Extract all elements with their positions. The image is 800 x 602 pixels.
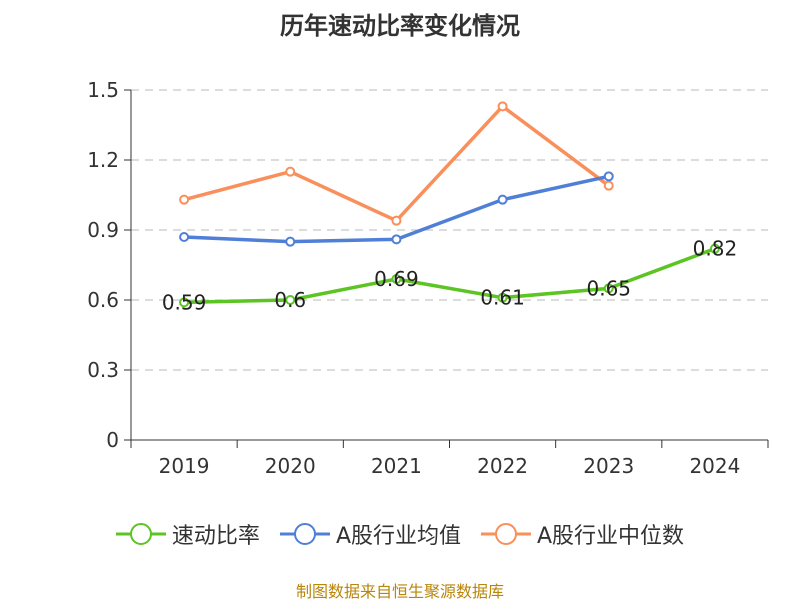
x-tick-label: 2023 — [583, 454, 634, 478]
x-tick-label: 2024 — [689, 454, 740, 478]
legend-item-industry-mean[interactable]: A股行业均值 — [279, 518, 461, 550]
legend-label: A股行业均值 — [335, 524, 461, 549]
x-tick-label: 2022 — [477, 454, 528, 478]
data-point[interactable] — [497, 194, 508, 205]
data-label: 0.65 — [586, 276, 631, 300]
chart-title: 历年速动比率变化情况 — [280, 12, 520, 40]
y-tick-label: 0.3 — [87, 358, 119, 382]
legend-line-blue-icon — [279, 523, 330, 545]
data-label: 0.59 — [162, 290, 207, 314]
data-point[interactable] — [603, 283, 614, 294]
data-point[interactable] — [179, 297, 190, 308]
legend: 速动比率 A股行业均值 A股行业中位数 — [0, 518, 800, 550]
legend-line-green-icon — [115, 523, 166, 545]
data-point[interactable] — [709, 243, 720, 254]
legend-item-quick-ratio[interactable]: 速动比率 — [115, 518, 260, 550]
data-point[interactable] — [497, 101, 508, 112]
x-tick-label: 2019 — [159, 454, 210, 478]
axes: 0 0.3 0.6 0.9 1.2 1.5 2019 2020 2021 2022 2023 2024 — [87, 78, 769, 478]
data-point[interactable] — [179, 194, 190, 205]
data-point[interactable] — [179, 232, 190, 242]
data-label: 0.6 — [274, 288, 306, 312]
y-tick-label: 1.2 — [87, 148, 119, 172]
data-point[interactable] — [285, 236, 296, 247]
data-label: 0.69 — [374, 267, 419, 291]
data-point[interactable] — [391, 215, 402, 226]
grid-lines — [131, 89, 768, 371]
y-tick-label: 0.9 — [87, 218, 119, 242]
x-tick-label: 2020 — [265, 454, 316, 478]
y-tick-label: 0.6 — [87, 288, 119, 312]
data-point[interactable] — [285, 295, 296, 305]
legend-line-orange-icon — [481, 523, 531, 545]
legend-item-industry-median[interactable]: A股行业中位数 — [481, 518, 684, 550]
series-layer — [179, 101, 720, 308]
x-tick-label: 2021 — [371, 454, 422, 478]
series-line — [184, 174, 610, 244]
data-point[interactable] — [603, 180, 614, 191]
legend-label: 速动比率 — [171, 524, 260, 549]
data-label: 0.61 — [480, 286, 525, 310]
data-point[interactable] — [603, 171, 614, 182]
series-line — [183, 104, 610, 223]
y-tick-label: 1.5 — [87, 78, 119, 102]
data-labels: 0.59 0.6 0.69 0.61 0.65 0.82 — [162, 237, 737, 315]
data-point[interactable] — [497, 292, 508, 303]
source-note: 制图数据来自恒生聚源数据库 — [295, 582, 504, 601]
data-point[interactable] — [391, 234, 402, 245]
y-tick-label: 0 — [106, 428, 119, 452]
legend-label: A股行业中位数 — [537, 524, 685, 549]
series-line — [184, 247, 716, 305]
data-label: 0.82 — [693, 237, 738, 261]
data-point[interactable] — [285, 166, 296, 177]
data-point[interactable] — [391, 274, 402, 284]
